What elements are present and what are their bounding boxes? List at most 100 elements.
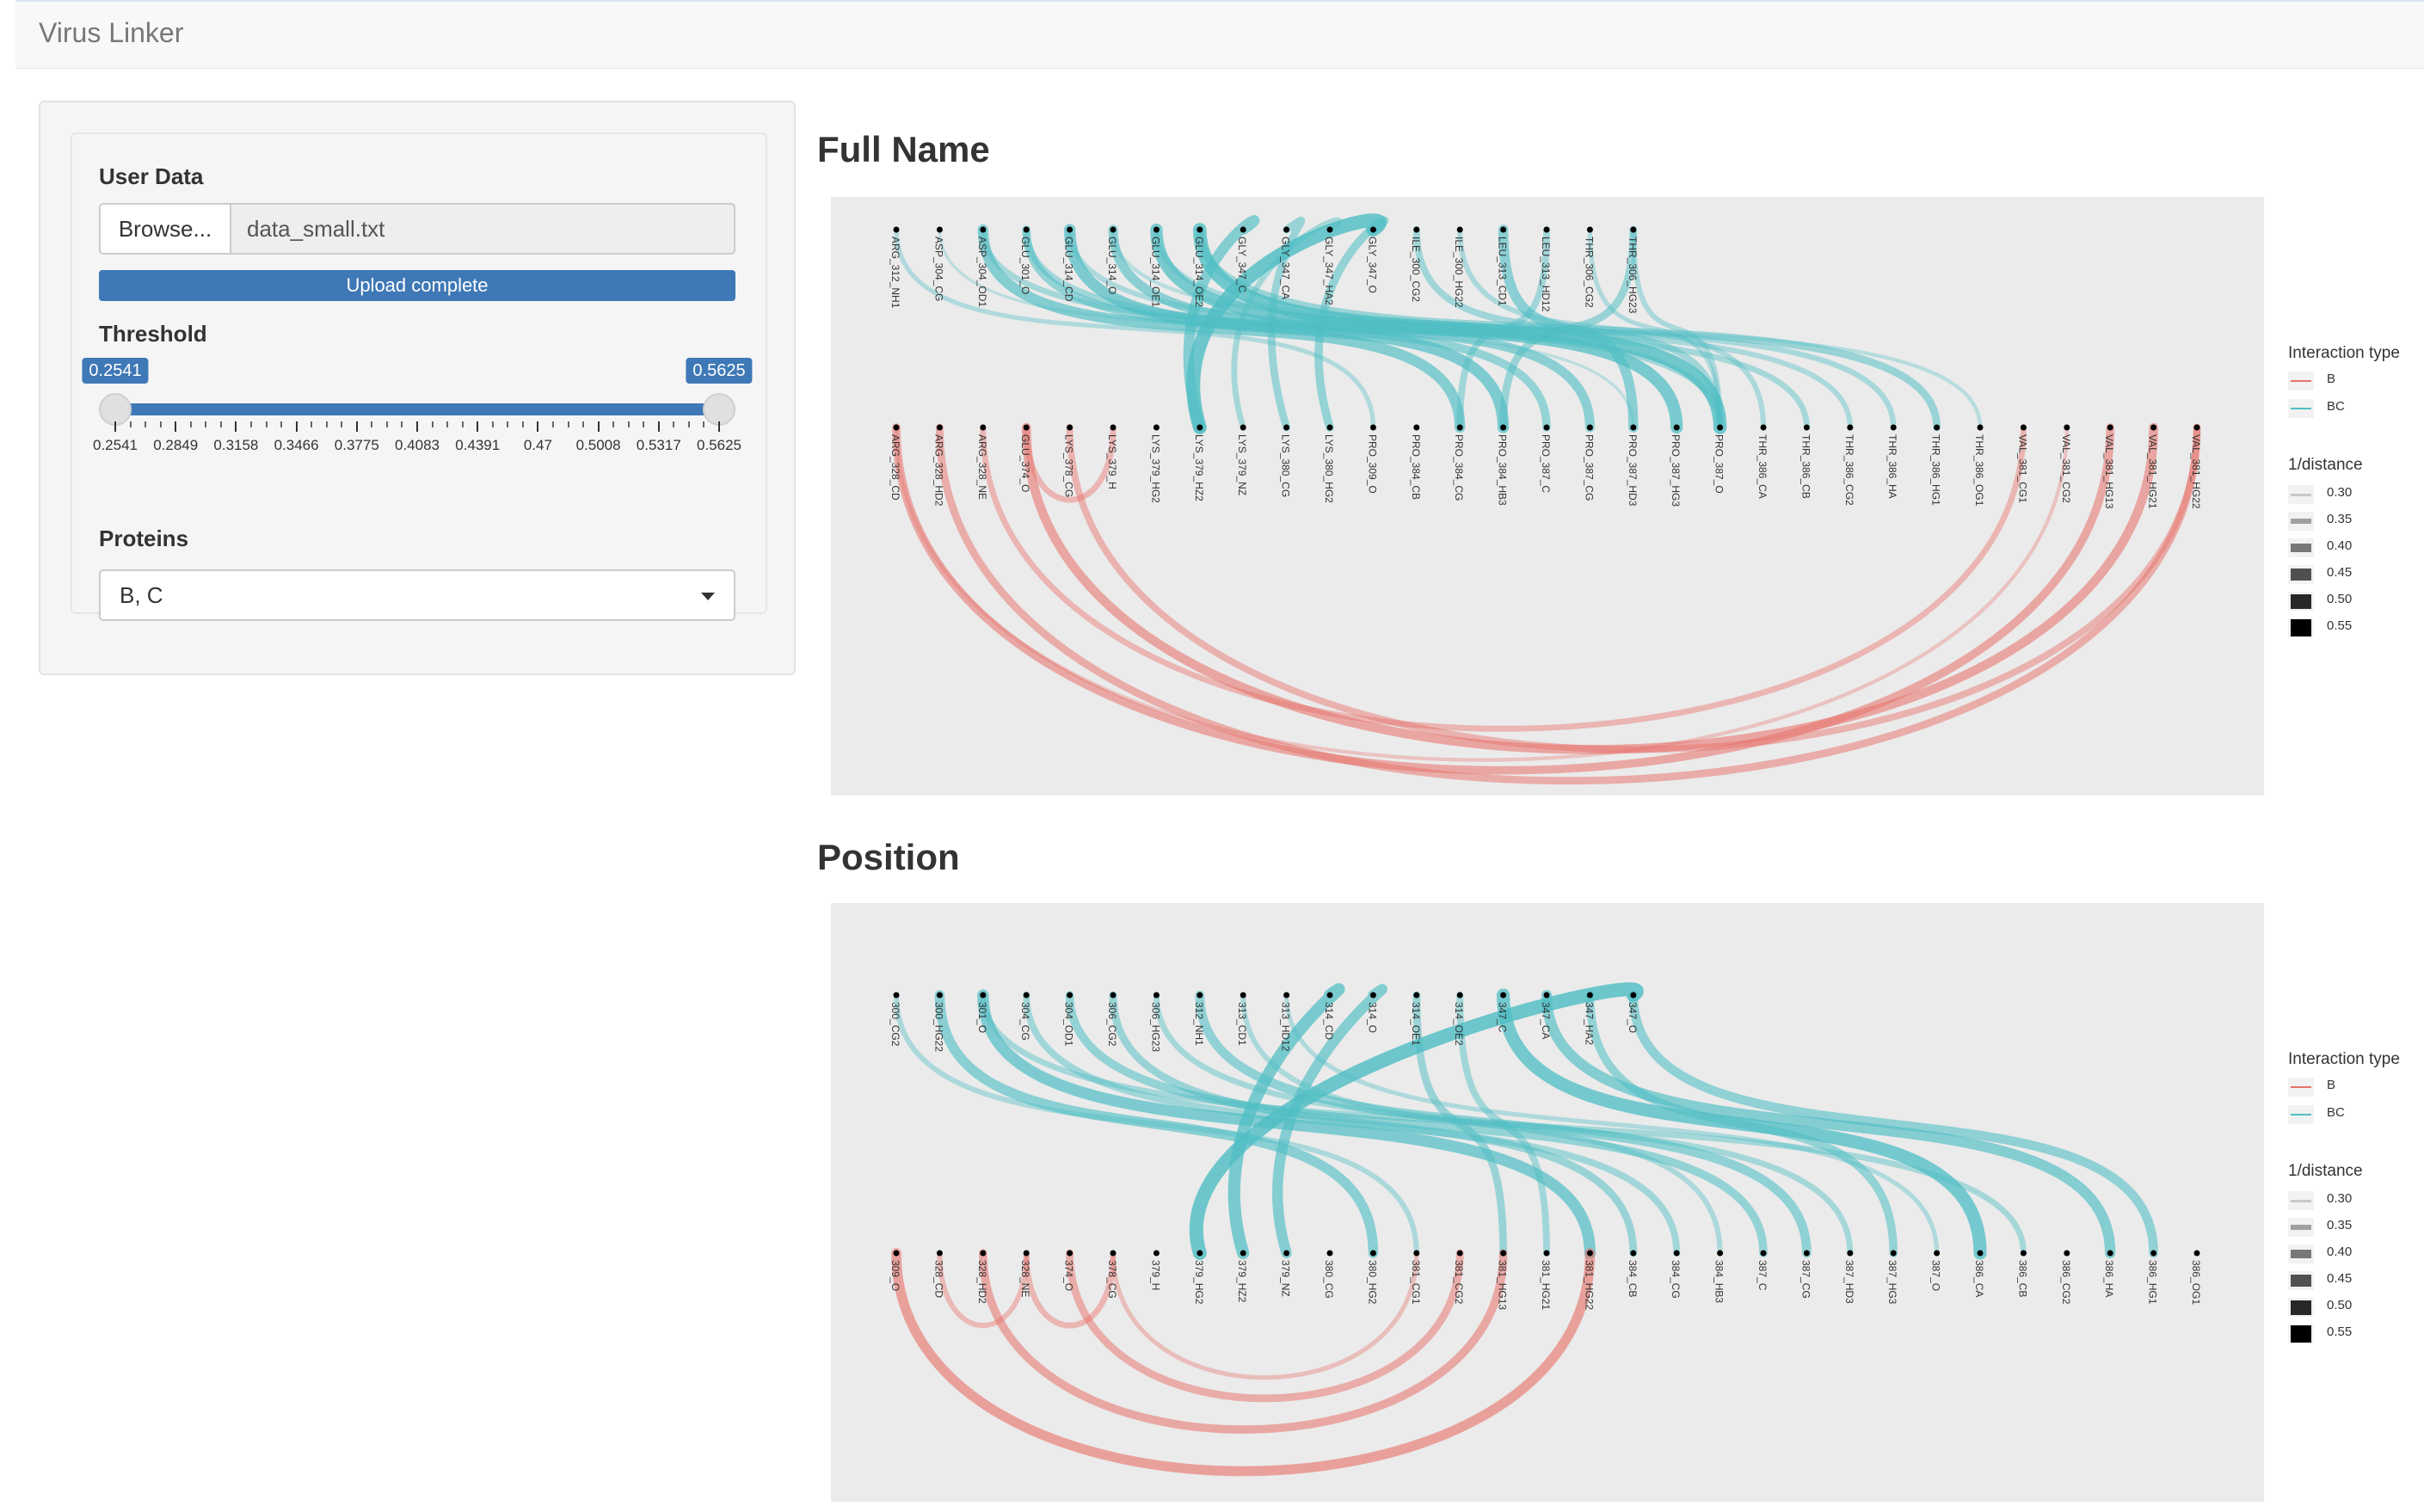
node-dot bbox=[2150, 1250, 2157, 1257]
node-dot bbox=[1803, 424, 1810, 431]
node-label-top: 313_HD12 bbox=[1280, 1002, 1292, 1052]
legend-type-label: BC bbox=[2327, 1105, 2345, 1120]
link-arc bbox=[1190, 982, 1644, 1260]
node-label-bottom: 378_CG bbox=[1106, 1260, 1118, 1299]
node-label-top: 347_O bbox=[1627, 1002, 1639, 1033]
file-input[interactable]: Browse... data_small.txt bbox=[99, 203, 735, 255]
slider-minor-tick bbox=[385, 421, 388, 427]
browse-button[interactable]: Browse... bbox=[101, 205, 231, 253]
node-label-bottom: ARG_328_HD2 bbox=[932, 434, 944, 507]
node-dot bbox=[1413, 1250, 1420, 1257]
slider-selected-range[interactable] bbox=[115, 403, 719, 415]
node-dot bbox=[1197, 1250, 1203, 1257]
slider-minor-tick bbox=[205, 421, 207, 427]
link-arc bbox=[980, 992, 2027, 1257]
slider-minor-tick bbox=[341, 421, 343, 427]
legend-key bbox=[2288, 372, 2314, 390]
legend-type-item: BC bbox=[2288, 1102, 2417, 1124]
legend-distance-title: 1/distance bbox=[2288, 456, 2363, 474]
section-title-full-name: Full Name bbox=[817, 129, 990, 169]
controls-panel: User Data Browse... data_small.txt Uploa… bbox=[71, 132, 767, 621]
node-label-bottom: LYS_379_NZ bbox=[1236, 434, 1248, 495]
legend-key bbox=[2288, 1298, 2314, 1317]
link-arc bbox=[934, 990, 1379, 1258]
node-dot bbox=[936, 226, 943, 233]
node-label-bottom: VAL_381_CG2 bbox=[2060, 434, 2072, 503]
node-dot bbox=[1023, 1250, 1030, 1257]
node-dot bbox=[1197, 424, 1203, 431]
slider-tick-label: 0.47 bbox=[523, 437, 552, 453]
slider-minor-tick bbox=[643, 421, 645, 427]
slider-tick bbox=[657, 421, 660, 432]
proteins-select[interactable]: B, C bbox=[99, 569, 735, 621]
node-dot bbox=[1240, 226, 1246, 233]
link-arc bbox=[1541, 989, 2116, 1259]
node-label-top: 314_O bbox=[1366, 1002, 1378, 1033]
full-name-plot-svg: ARG_312_NH1 ASP_304_CG ASP_304_OD1 GLU_301_… bbox=[889, 213, 2202, 785]
file-name-field[interactable]: data_small.txt bbox=[247, 216, 385, 242]
slider-tick-label: 0.5317 bbox=[636, 437, 681, 453]
threshold-label: Threshold bbox=[99, 321, 207, 347]
node-label-bottom: THR_386_HG1 bbox=[1930, 434, 1942, 506]
slider-minor-tick bbox=[461, 421, 464, 427]
legend-distance-item: 0.55 bbox=[2288, 1321, 2417, 1343]
node-label-top: ILE_300_CG2 bbox=[1410, 237, 1422, 302]
node-label-bottom: 386_HG1 bbox=[2147, 1260, 2159, 1305]
node-label-bottom: 309_O bbox=[889, 1260, 901, 1291]
link-arc bbox=[1110, 1251, 1419, 1380]
node-label-bottom: THR_386_CA bbox=[1756, 434, 1769, 499]
link-arc bbox=[1457, 226, 1767, 431]
slider-tick-label: 0.5008 bbox=[575, 437, 621, 453]
node-dot bbox=[1110, 992, 1117, 999]
node-label-top: ASP_304_CG bbox=[932, 237, 944, 301]
node-dot bbox=[1153, 1250, 1160, 1257]
node-dot bbox=[1153, 992, 1160, 999]
link-arc bbox=[1499, 225, 1638, 432]
node-label-bottom: 381_CG2 bbox=[1453, 1260, 1465, 1305]
node-dot bbox=[1543, 226, 1550, 233]
node-label-top: ASP_304_OD1 bbox=[976, 237, 988, 307]
legend-distance-item: 0.45 bbox=[2288, 562, 2417, 584]
node-dot bbox=[1326, 226, 1333, 233]
node-dot bbox=[1023, 226, 1030, 233]
link-arc bbox=[1585, 991, 1898, 1257]
full-name-legend: Interaction type B BC 1/distance 0.30 0.35 0.4… bbox=[2288, 344, 2417, 654]
node-label-bottom: 387_HD3 bbox=[1843, 1260, 1855, 1304]
legend-key bbox=[2288, 538, 2314, 557]
node-label-bottom: 386_CA bbox=[1973, 1260, 1985, 1297]
node-dot bbox=[2193, 424, 2200, 431]
slider-minor-tick bbox=[582, 421, 585, 427]
upload-progress-fill bbox=[99, 270, 735, 301]
app-title[interactable]: Virus Linker bbox=[39, 17, 184, 48]
legend-key bbox=[2288, 512, 2314, 531]
link-arc bbox=[1272, 984, 1387, 1259]
node-dot bbox=[1630, 226, 1637, 233]
node-label-bottom: 381_HG21 bbox=[1540, 1260, 1552, 1310]
node-dot bbox=[1110, 226, 1117, 233]
legend-distance-item: 0.35 bbox=[2288, 1214, 2417, 1237]
legend-type-label: B bbox=[2327, 372, 2336, 386]
slider-tick-label: 0.2541 bbox=[93, 437, 138, 453]
node-label-bottom: 379_H bbox=[1149, 1260, 1161, 1290]
node-dot bbox=[1673, 1250, 1680, 1257]
link-arc bbox=[979, 1249, 1508, 1434]
legend-key bbox=[2288, 1218, 2314, 1237]
slider-minor-tick bbox=[627, 421, 630, 427]
node-label-top: GLY_347_CA bbox=[1280, 237, 1292, 299]
node-dot bbox=[1456, 1250, 1463, 1257]
link-arc bbox=[1630, 226, 1723, 431]
node-dot bbox=[1760, 1250, 1767, 1257]
links-group bbox=[892, 213, 2201, 785]
legend-distance-label: 0.45 bbox=[2327, 565, 2353, 580]
legend-type-title: Interaction type bbox=[2288, 344, 2400, 362]
slider-tick-label: 0.4083 bbox=[395, 437, 440, 453]
node-label-top: 304_OD1 bbox=[1063, 1002, 1075, 1047]
node-label-top: 306_CG2 bbox=[1106, 1002, 1118, 1047]
slider-minor-tick bbox=[673, 421, 675, 427]
chevron-down-icon[interactable] bbox=[701, 593, 715, 600]
link-arc bbox=[1314, 216, 1389, 432]
legend-width-swatch bbox=[2291, 593, 2311, 609]
slider-minor-tick bbox=[145, 421, 147, 427]
node-label-bottom: THR_386_OG1 bbox=[1973, 434, 1985, 507]
threshold-slider[interactable]: 0.2541 0.5625 0.2541 0.2849 0.3158 0.3466 0.… bbox=[82, 358, 753, 461]
